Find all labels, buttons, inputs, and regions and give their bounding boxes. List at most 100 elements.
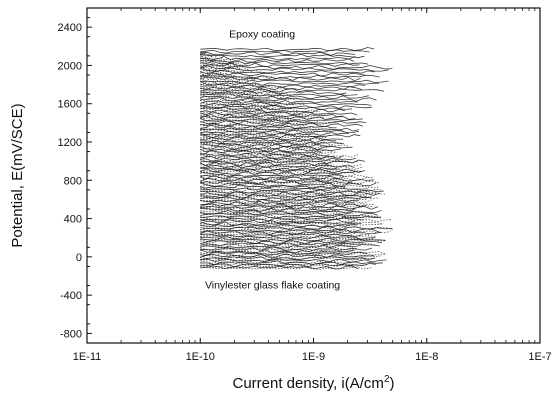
scan-line (200, 107, 300, 112)
scan-line (200, 248, 355, 254)
scan-line (200, 229, 391, 234)
scan-line (200, 115, 356, 121)
annotation-epoxy-coating: Epoxy coating (229, 29, 295, 41)
scan-line (200, 150, 323, 155)
scan-line (200, 243, 354, 249)
scan-line (200, 230, 382, 236)
y-tick-label: 0 (76, 252, 82, 264)
scan-line (200, 233, 363, 238)
scan-line (200, 76, 258, 82)
scan-line (200, 69, 258, 74)
y-tick-label: 1200 (58, 137, 82, 149)
tick-labels-layer: -800 -400 0 400 800 1200 1600 2000 2400 1E-11 1E-1… (58, 22, 552, 363)
y-tick-label: 2000 (58, 60, 82, 72)
scan-line (200, 234, 377, 239)
scan-line (200, 93, 282, 98)
scan-line (200, 246, 373, 251)
scan-line (200, 184, 380, 189)
x-tick-label: 1E-7 (528, 351, 551, 363)
scan-line (200, 227, 356, 233)
scan-line (200, 99, 359, 104)
scan-line (200, 180, 353, 185)
scan-line (200, 191, 381, 197)
x-axis-title-main: Current density, i(A/cm (233, 375, 384, 392)
scan-line (200, 134, 361, 139)
scan-line (200, 74, 380, 79)
scan-line (200, 169, 363, 174)
scan-line (200, 168, 366, 174)
scan-line (200, 196, 371, 201)
scan-line (200, 121, 340, 126)
y-tick-label: -400 (60, 290, 82, 302)
scan-line (200, 113, 344, 118)
scan-line (200, 237, 386, 242)
scan-line (200, 224, 354, 229)
scan-line (200, 200, 356, 205)
scan-line (200, 59, 226, 65)
scan-line (200, 179, 379, 185)
scan-line (200, 244, 361, 249)
scan-line (200, 265, 359, 270)
scan-line (200, 93, 358, 97)
scan-line (200, 139, 337, 144)
scan-line (200, 251, 368, 256)
scan-line (200, 129, 360, 134)
scan-line (200, 95, 285, 100)
scan-line (200, 205, 379, 210)
scan-line (200, 209, 366, 215)
scan-line (200, 231, 371, 236)
y-tick-label: 1600 (58, 99, 82, 111)
scan-line (200, 161, 330, 167)
scan-line (200, 60, 369, 65)
scan-line (200, 235, 375, 240)
scan-line (200, 194, 367, 199)
y-tick-label: -800 (60, 328, 82, 340)
scan-line (200, 155, 344, 160)
series-vinylester-curves (200, 47, 393, 270)
scan-line (200, 174, 368, 178)
scan-line (200, 202, 375, 207)
scan-line (200, 95, 369, 100)
scan-line (200, 151, 334, 156)
scan-line (200, 79, 250, 84)
scan-line (200, 90, 347, 95)
scan-line (200, 64, 241, 70)
scan-line (200, 182, 377, 187)
scan-line (200, 141, 342, 146)
scan-line (200, 240, 382, 245)
x-axis-title-superscript: 2 (384, 374, 390, 385)
scan-line (200, 207, 356, 212)
scan-line (200, 65, 393, 70)
scan-line (200, 221, 362, 226)
scan-line (200, 175, 341, 180)
scan-line (200, 214, 381, 219)
scan-line (200, 103, 295, 108)
scan-line (200, 213, 382, 219)
scan-line (200, 223, 358, 228)
x-tick-label: 1E-8 (415, 351, 438, 363)
scan-line (200, 248, 355, 253)
scan-line (200, 101, 372, 107)
scan-line (200, 124, 337, 130)
scan-line (200, 72, 365, 77)
x-axis-title: Current density, i(A/cm2) (233, 374, 395, 392)
scan-line (200, 194, 372, 199)
scan-line (200, 253, 375, 259)
scan-line (200, 152, 330, 157)
scan-line (200, 157, 357, 162)
scan-line (200, 81, 380, 86)
scan-line (199, 54, 214, 61)
scan-line (200, 128, 343, 132)
scan-line (200, 118, 363, 122)
y-tick-label: 400 (64, 214, 82, 226)
scan-line (200, 219, 384, 225)
ticks-layer (86, 8, 541, 344)
scan-line (200, 175, 375, 180)
scan-line (200, 106, 353, 111)
curves-layer (199, 47, 393, 270)
scan-line (200, 69, 375, 75)
scan-line (199, 51, 207, 56)
scan-line (200, 83, 366, 88)
scan-line (200, 133, 332, 138)
